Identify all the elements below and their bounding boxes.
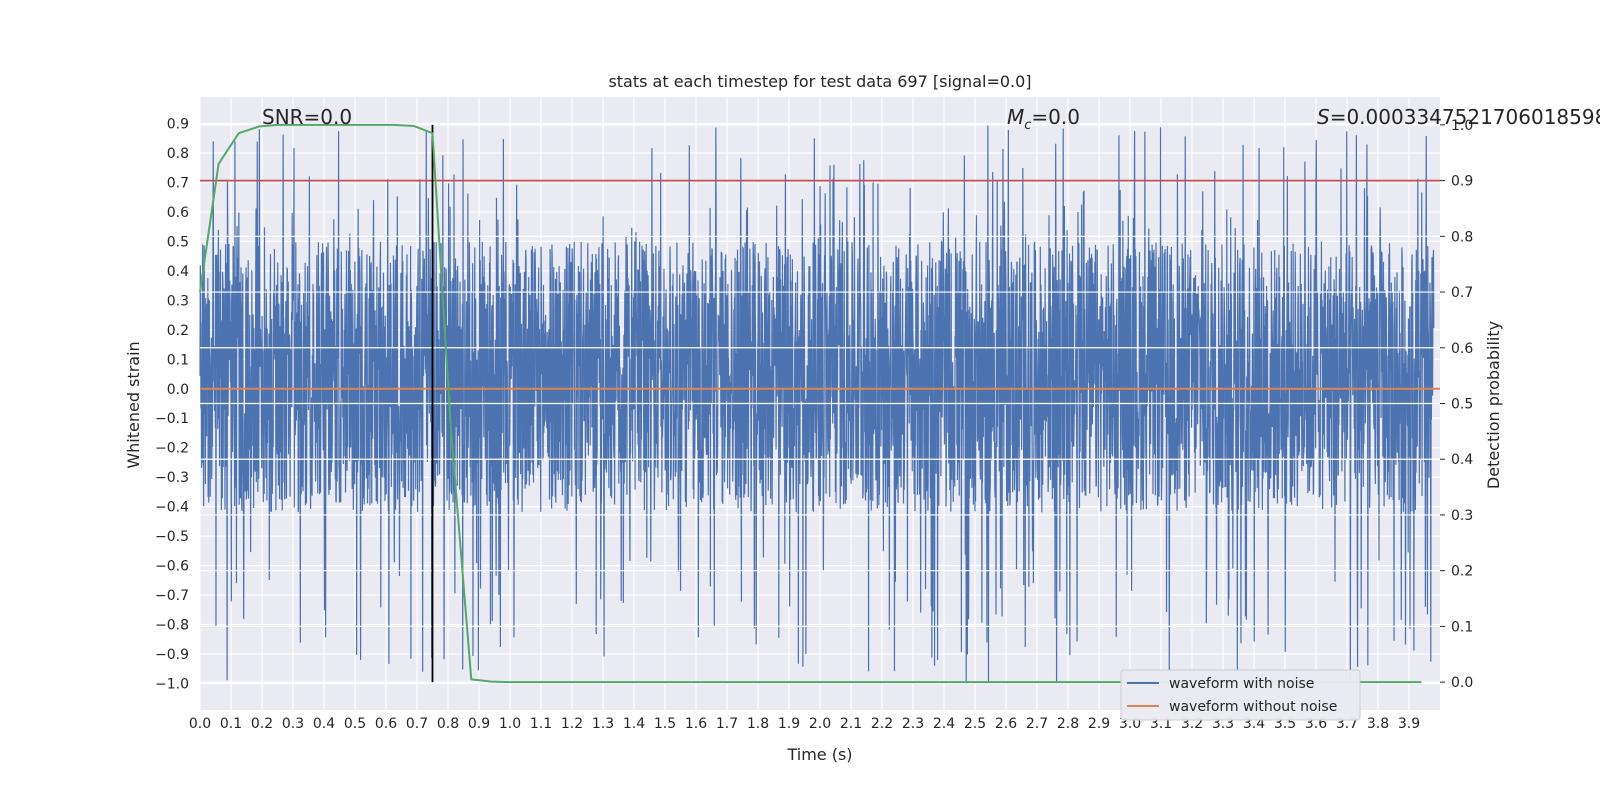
- legend-box: [1120, 669, 1361, 721]
- x-tick-label: 1.3: [592, 716, 614, 732]
- x-tick-label: 2.8: [1057, 716, 1079, 732]
- x-tick-label: 1.6: [685, 716, 707, 732]
- y-tick-label: −0.3: [155, 470, 189, 486]
- y2-tick-label: 0.0: [1451, 675, 1473, 691]
- x-tick-label: 2.7: [1026, 716, 1048, 732]
- x-tick-label: 2.5: [964, 716, 986, 732]
- legend-label-noise: waveform with noise: [1169, 676, 1314, 692]
- legend-label-clean: waveform without noise: [1169, 699, 1337, 715]
- y-tick-label: 0.4: [167, 264, 189, 280]
- s-value: =0.00033475217060185987: [1330, 105, 1600, 129]
- y-tick-label: 0.7: [167, 175, 189, 191]
- s-annotation: S=0.00033475217060185987: [1317, 105, 1600, 129]
- y-tick-label: 0.8: [167, 146, 189, 162]
- x-tick-label: 2.4: [933, 716, 955, 732]
- x-tick-label: 1.2: [561, 716, 583, 732]
- y2-tick-label: 0.3: [1451, 508, 1473, 524]
- y2-tick-label: 0.5: [1451, 397, 1473, 413]
- x-tick-label: 0.3: [282, 716, 304, 732]
- y-tick-label: −0.6: [155, 559, 189, 575]
- x-tick-label: 2.2: [871, 716, 893, 732]
- x-tick-label: 1.5: [654, 716, 676, 732]
- chart-title: stats at each timestep for test data 697…: [608, 72, 1031, 91]
- y2-tick-label: 0.6: [1451, 341, 1473, 357]
- x-tick-label: 3.8: [1367, 716, 1389, 732]
- y2-tick-label: 0.9: [1451, 174, 1473, 190]
- y-tick-label: 0.9: [167, 117, 189, 133]
- y-tick-label: 0.0: [167, 382, 189, 398]
- x-tick-label: 0.6: [375, 716, 397, 732]
- y-tick-label: 0.5: [167, 234, 189, 250]
- x-tick-label: 1.9: [778, 716, 800, 732]
- s-symbol: S: [1317, 105, 1330, 129]
- y-tick-label: −1.0: [155, 676, 189, 692]
- x-tick-label: 2.6: [995, 716, 1017, 732]
- y-tick-label: 0.2: [167, 323, 189, 339]
- x-tick-label: 3.9: [1398, 716, 1420, 732]
- mc-annotation: Mc=0.0: [1007, 105, 1080, 133]
- x-tick-label: 0.1: [220, 716, 242, 732]
- legend: waveform with noise waveform without noi…: [1120, 669, 1361, 721]
- x-tick-label: 0.8: [437, 716, 459, 732]
- y2-tick-label: 0.7: [1451, 285, 1473, 301]
- y2-axis-label: Detection probability: [1484, 321, 1503, 489]
- mc-value: =0.0: [1031, 105, 1080, 129]
- x-tick-label: 0.7: [406, 716, 428, 732]
- x-tick-label: 0.2: [251, 716, 273, 732]
- y2-tick-label: 0.8: [1451, 229, 1473, 245]
- y-tick-label: −0.7: [155, 588, 189, 604]
- y-tick-labels: 0.9 0.8 0.7 0.6 0.5 0.4 0.3 0.2 0.1 0.0 −0.1 −0.2 −0…: [155, 117, 189, 693]
- y-axis-label: Whitened strain: [124, 341, 143, 468]
- x-tick-label: 0.5: [344, 716, 366, 732]
- x-tick-label: 1.1: [530, 716, 552, 732]
- x-tick-label: 2.0: [809, 716, 831, 732]
- x-tick-label: 1.4: [623, 716, 645, 732]
- x-tick-label: 1.7: [716, 716, 738, 732]
- x-tick-label: 2.1: [840, 716, 862, 732]
- x-tick-labels: 0.0 0.1 0.2 0.3 0.4 0.5 0.6 0.7 0.8 0.9 1.0 1.1 1.2 1…: [189, 716, 1420, 732]
- y-tick-label: 0.1: [167, 352, 189, 368]
- y2-tick-label: 0.1: [1451, 619, 1473, 635]
- y2-tick-labels: 1.0 0.9 0.8 0.7 0.6 0.5 0.4 0.3 0.2 0.1 0.0: [1440, 118, 1473, 691]
- x-tick-label: 1.8: [747, 716, 769, 732]
- x-tick-label: 2.9: [1088, 716, 1110, 732]
- y-tick-label: 0.6: [167, 205, 189, 221]
- snr-annotation: SNR=0.0: [262, 105, 352, 129]
- y-tick-label: 0.3: [167, 293, 189, 309]
- waveform-with-noise-series: [199, 125, 1435, 684]
- y2-tick-label: 1.0: [1451, 118, 1473, 134]
- x-tick-label: 0.9: [468, 716, 490, 732]
- mc-symbol: M: [1007, 105, 1024, 129]
- waveform-with-noise-line: [199, 125, 1435, 684]
- x-tick-label: 0.0: [189, 716, 211, 732]
- y-tick-label: −0.2: [155, 441, 189, 457]
- y2-tick-label: 0.2: [1451, 564, 1473, 580]
- y-tick-label: −0.1: [155, 411, 189, 427]
- x-tick-label: 2.3: [902, 716, 924, 732]
- detection-probability-series: [199, 123, 1422, 684]
- x-tick-label: 1.0: [499, 716, 521, 732]
- y-tick-label: −0.5: [155, 529, 189, 545]
- x-tick-label: 0.4: [313, 716, 335, 732]
- y-tick-label: −0.8: [155, 618, 189, 634]
- y-tick-label: −0.4: [155, 500, 189, 516]
- y-tick-label: −0.9: [155, 647, 189, 663]
- mc-subscript: c: [1024, 118, 1031, 133]
- y2-tick-label: 0.4: [1451, 452, 1473, 468]
- x-axis-label: Time (s): [786, 745, 852, 764]
